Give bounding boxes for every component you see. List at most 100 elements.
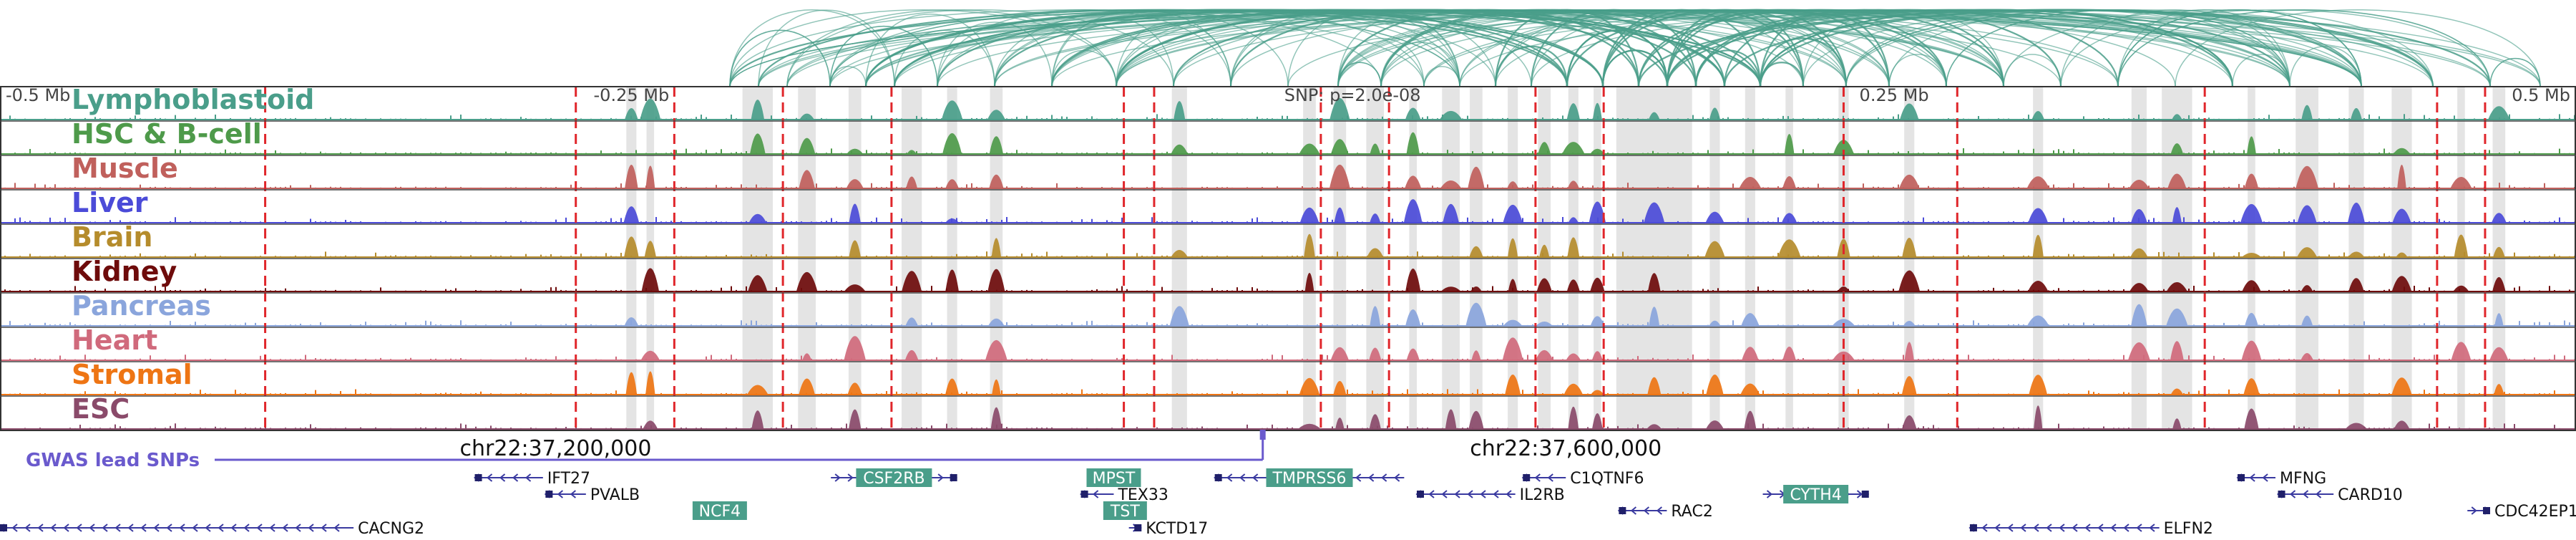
strand-arrow [847,473,854,482]
signal-peak [1899,174,1920,188]
gene-label: C1QTNF6 [1570,470,1644,488]
strand-arrow [1656,506,1662,515]
signal-peak [2031,110,2044,120]
gene-rac2: RAC2 [1617,503,1713,521]
strand-arrow [499,473,506,482]
track-label: Muscle [72,153,178,184]
loop-arc [1494,45,1568,87]
signal-peak [945,218,960,223]
signal-peak [1406,348,1420,360]
signal-peak [1405,269,1421,291]
gene-tst: TST [1103,501,1147,521]
signal-peak [1445,409,1457,429]
signal-peak [1440,286,1461,291]
gene-label: CARD10 [2338,486,2403,504]
gene-exon [1619,507,1626,514]
strand-arrow [256,524,263,532]
signal-peak [1705,211,1724,223]
strand-arrow [2020,524,2026,532]
signal-peak [1644,202,1665,223]
signal-peak [1536,278,1552,291]
strand-arrow [153,524,160,532]
gene-highlight-box [1266,468,1353,487]
signal-peak [623,206,640,223]
loop-arc [2003,54,2062,87]
strand-arrow [1454,490,1460,498]
signal-peak [1334,207,1346,223]
signal-peak [907,150,917,154]
signal-peak [849,203,861,223]
signal-peak [1403,199,1423,223]
strand-arrow [1981,524,1988,532]
strand-arrow [2033,524,2039,532]
signal-peak [625,372,638,395]
loop-arc [1637,9,2492,87]
strand-arrow [2136,524,2142,532]
signal-peak [1563,383,1584,395]
gene-label: IFT27 [547,470,590,488]
signal-peak [1469,246,1483,257]
strand-arrow [525,473,532,482]
gene-label: TEX33 [1117,486,1168,504]
signal-peak [624,317,639,326]
gene-label: PVALB [590,486,640,504]
signal-peak [625,107,638,120]
signal-peak [1709,320,1721,326]
signal-peak [2351,107,2362,120]
gene-label: TMPRSS6 [1272,470,1347,488]
coordinate-label: chr22:37,200,000 [460,436,652,461]
signal-peak [1568,217,1579,223]
signal-peak [1171,144,1188,154]
signal-peak [945,378,960,395]
gene-annotation: IFT27 CSF2RB MPST TMPRSS6 C1QTNF6 MFNG PVALB TE… [0,468,2576,538]
signal-peak [1739,176,1762,188]
strand-arrow [1252,473,1259,482]
strand-arrow [192,524,198,532]
strand-arrow [114,524,121,532]
signal-peak [2393,148,2411,154]
signal-peak [844,336,866,360]
strand-arrow [230,524,237,532]
scale-label: -0.5 Mb [6,85,70,105]
signal-peak [2026,315,2049,326]
loop-arc [729,9,1425,87]
gwas-label: GWAS lead SNPs [26,450,200,471]
signal-peak [1904,342,1914,360]
signal-peak [1405,309,1421,326]
strand-arrow [2315,490,2322,498]
strand-arrow [333,524,340,532]
signal-peak [624,236,639,257]
signal-peak [2242,280,2261,291]
strand-arrow [24,524,31,532]
signal-peak [906,176,918,188]
signal-peak [1567,237,1580,257]
signal-peak [847,148,864,154]
strand-arrow [2262,473,2268,482]
signal-peak [1439,110,1463,120]
strand-arrow [308,524,314,532]
strand-arrow [50,524,57,532]
signal-peak [991,238,1002,257]
signal-peak [640,350,660,360]
track-label: Heart [72,324,157,356]
signal-peak [2240,203,2263,223]
gene-label: CSF2RB [863,470,924,488]
signal-peak [844,284,866,291]
strand-arrow [63,524,69,532]
strand-arrow [218,524,224,532]
signal-peak [1784,133,1795,154]
signal-peak [645,371,655,395]
strand-arrow [557,490,563,498]
signal-peak [2301,285,2313,291]
signal-peak [2129,283,2149,291]
signal-peak [2347,202,2365,223]
loop-arc [1423,66,1460,87]
signal-peak [2494,313,2504,326]
snp-pvalue-label: SNP: p=2.0e-08 [1284,85,1421,105]
signal-peak [987,110,1005,120]
track-heart [0,336,2576,361]
signal-peak [1299,377,1320,395]
signal-peak [905,317,918,326]
loop-arc [894,9,2004,87]
signal-peak [2391,276,2412,291]
